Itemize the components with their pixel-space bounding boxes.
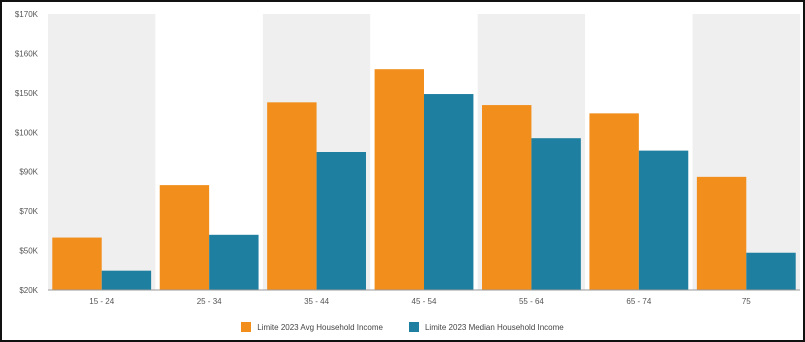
bars	[52, 69, 796, 290]
y-tick-label: $150K	[15, 89, 39, 98]
bar-avg-4	[482, 105, 532, 290]
y-axis: $20K $50K $70K $90K $100K $150K $160K $170K	[15, 10, 39, 295]
x-tick-label: 15 - 24	[89, 297, 114, 306]
y-tick-label: $50K	[19, 247, 38, 256]
legend-swatch-avg	[241, 322, 252, 332]
y-tick-label: $20K	[19, 286, 38, 295]
y-tick-label: $70K	[19, 207, 38, 216]
bar-avg-5	[589, 113, 639, 290]
bar-median-6	[746, 252, 796, 290]
bar-median-3	[424, 94, 474, 290]
legend: Limite 2023 Avg Household Income Limite …	[0, 318, 805, 336]
bar-median-2	[316, 152, 366, 290]
legend-label-avg: Limite 2023 Avg Household Income	[257, 322, 383, 332]
x-tick-label: 25 - 34	[197, 297, 222, 306]
y-tick-label: $90K	[19, 168, 38, 177]
legend-item-median: Limite 2023 Median Household Income	[408, 322, 564, 332]
bar-median-5	[638, 150, 689, 290]
bar-median-0	[101, 270, 152, 290]
bar-avg-2	[267, 102, 317, 290]
bar-avg-3	[374, 69, 424, 290]
bar-median-4	[531, 138, 581, 290]
legend-label-median: Limite 2023 Median Household Income	[424, 322, 564, 332]
x-tick-label: 65 - 74	[626, 297, 651, 306]
x-tick-label: 35 - 44	[304, 297, 329, 306]
bar-avg-0	[52, 237, 102, 290]
y-tick-label: $160K	[15, 49, 39, 58]
x-tick-label: 75	[742, 297, 751, 306]
y-tick-label: $100K	[15, 128, 39, 137]
legend-item-avg: Limite 2023 Avg Household Income	[241, 322, 383, 332]
bar-avg-6	[696, 176, 747, 290]
bar-median-1	[209, 234, 259, 290]
x-tick-label: 45 - 54	[412, 297, 437, 306]
x-axis: 15 - 24 25 - 34 35 - 44 45 - 54 55 - 64 65 - …	[48, 289, 800, 306]
legend-swatch-median	[408, 322, 419, 332]
bar-avg-1	[159, 185, 210, 290]
y-tick-label: $170K	[15, 10, 39, 19]
x-tick-label: 55 - 64	[519, 297, 544, 306]
